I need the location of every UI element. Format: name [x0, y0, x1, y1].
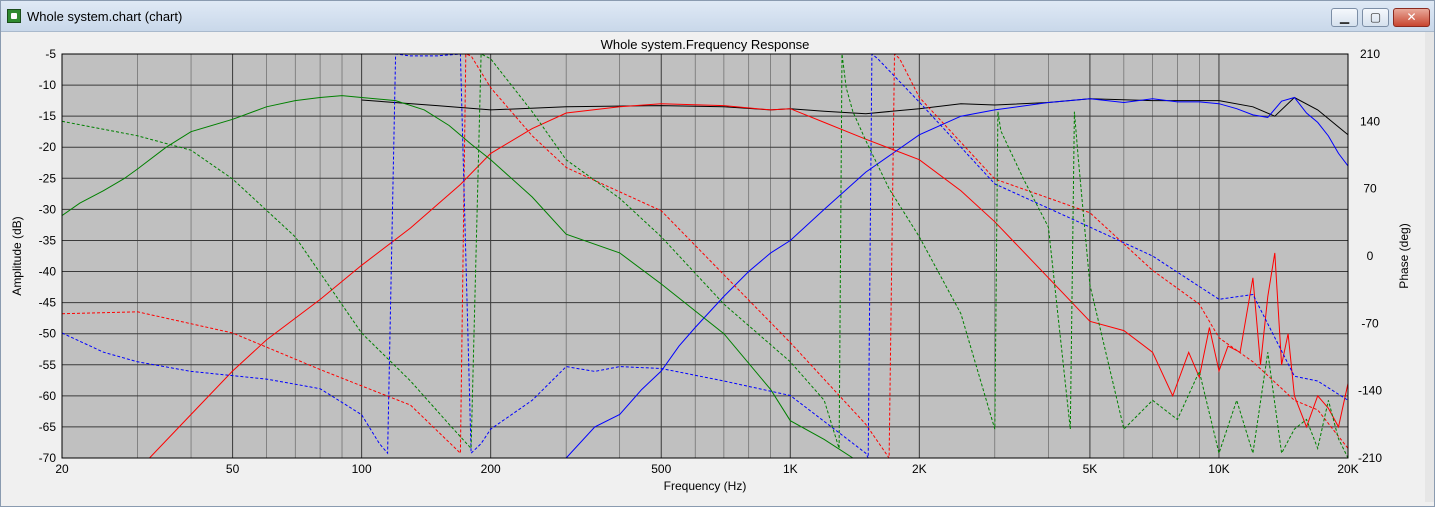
minimize-button[interactable]: ▁ — [1331, 8, 1358, 27]
y-tick-label: -25 — [39, 171, 57, 185]
y-axis-label: Amplitude (dB) — [10, 216, 24, 295]
y-tick-label: -20 — [39, 140, 57, 154]
side-strip — [1425, 32, 1434, 502]
y-tick-label: -10 — [39, 78, 57, 92]
series-line-3 — [565, 96, 1348, 458]
maximize-button[interactable]: ▢ — [1362, 8, 1389, 27]
y2-tick-label: 0 — [1367, 249, 1374, 263]
series-layer — [62, 54, 1348, 458]
x-tick-label: 100 — [352, 462, 372, 476]
y-tick-label: -55 — [39, 358, 57, 372]
x-tick-label: 20 — [55, 462, 69, 476]
y-tick-label: -40 — [39, 265, 57, 279]
y2-tick-label: 70 — [1363, 182, 1377, 196]
tick-labels: 20 50 100 200 500 1K 2K 5K 10K 20K -5 -10 -15 -20 -25 -… — [39, 47, 1383, 476]
y2-tick-label: 140 — [1360, 114, 1380, 128]
y-tick-label: -70 — [39, 451, 57, 465]
x-tick-label: 1K — [783, 462, 798, 476]
x-tick-label: 200 — [481, 462, 501, 476]
y-tick-label: -65 — [39, 420, 57, 434]
plot-border — [61, 53, 1349, 459]
y-tick-label: -5 — [45, 47, 56, 61]
series-line-4 — [62, 95, 855, 458]
x-tick-label: 2K — [912, 462, 927, 476]
x-tick-label: 50 — [226, 462, 240, 476]
y2-axis-label: Phase (deg) — [1397, 223, 1411, 288]
y-tick-label: -60 — [39, 389, 57, 403]
x-tick-label: 20K — [1337, 462, 1358, 476]
plot-background — [62, 54, 1348, 458]
y2-tick-label: -70 — [1361, 316, 1379, 330]
x-tick-label: 10K — [1208, 462, 1229, 476]
y-tick-label: -15 — [39, 109, 57, 123]
window-title: Whole system.chart (chart) — [27, 9, 183, 24]
chart-title: Whole system.Frequency Response — [601, 37, 810, 52]
x-axis-label: Frequency (Hz) — [664, 479, 747, 493]
y2-tick-label: -210 — [1358, 451, 1382, 465]
x-tick-label: 500 — [651, 462, 671, 476]
series-line-2 — [149, 103, 1348, 458]
y2-tick-label: -140 — [1358, 384, 1382, 398]
y-tick-label: -30 — [39, 202, 57, 216]
series-line-6 — [62, 54, 1348, 458]
frequency-response-chart: 20 50 100 200 500 1K 2K 5K 10K 20K -5 -10 -15 -20 -25 -… — [10, 37, 1411, 493]
y2-tick-label: 210 — [1360, 47, 1380, 61]
title-bar[interactable]: Whole system.chart (chart) ▁ ▢ ✕ — [1, 1, 1434, 32]
x-tick-label: 5K — [1083, 462, 1098, 476]
app-icon — [7, 9, 21, 23]
y-tick-label: -35 — [39, 233, 57, 247]
series-line-5 — [62, 54, 1348, 458]
series-line-7 — [62, 54, 1348, 458]
y-tick-label: -45 — [39, 296, 57, 310]
chart-area: 20 50 100 200 500 1K 2K 5K 10K 20K -5 -10 -15 -20 -25 -… — [5, 32, 1425, 502]
y-tick-label: -50 — [39, 327, 57, 341]
series-line-1 — [361, 96, 1348, 136]
close-button[interactable]: ✕ — [1393, 8, 1430, 27]
